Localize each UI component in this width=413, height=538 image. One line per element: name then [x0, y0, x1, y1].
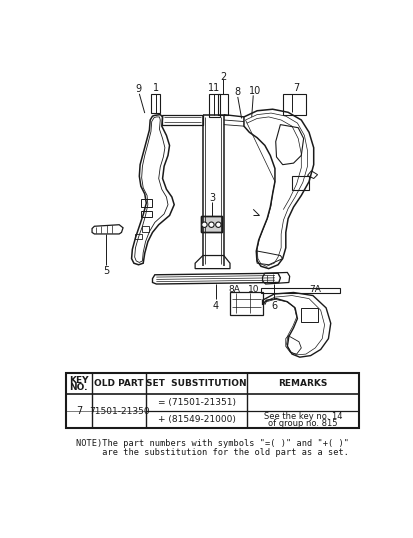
Bar: [301, 308, 318, 322]
Text: NOTE)The part numbers with symbols "=( )" and "+( )": NOTE)The part numbers with symbols "=( )…: [76, 439, 348, 448]
Text: 8A: 8A: [228, 285, 239, 294]
Bar: [217, 94, 228, 115]
Bar: [230, 292, 262, 315]
Text: are the substitution for the old part as a set.: are the substitution for the old part as…: [76, 448, 348, 457]
Bar: [260, 288, 339, 293]
Text: + (81549-21000): + (81549-21000): [157, 415, 235, 424]
Text: 7: 7: [76, 406, 82, 416]
Bar: [140, 211, 151, 217]
Text: 10: 10: [247, 285, 259, 294]
Text: 7: 7: [293, 83, 299, 93]
Text: 3: 3: [209, 193, 215, 203]
Bar: [291, 176, 308, 190]
Text: REMARKS: REMARKS: [278, 379, 327, 388]
Text: = (71501-21351): = (71501-21351): [157, 398, 235, 407]
Text: 8: 8: [234, 87, 240, 97]
Bar: [135, 234, 141, 238]
Text: 9: 9: [135, 84, 141, 94]
Circle shape: [208, 222, 214, 228]
Text: of group no. 815: of group no. 815: [268, 419, 337, 428]
Text: 10: 10: [248, 86, 260, 96]
Text: 2: 2: [219, 72, 225, 82]
Bar: [151, 94, 160, 113]
Text: 71501-21350: 71501-21350: [89, 407, 149, 415]
Bar: [142, 226, 148, 232]
Circle shape: [215, 222, 221, 228]
Text: KEY: KEY: [69, 376, 88, 385]
Text: 6: 6: [271, 301, 277, 310]
Text: 4: 4: [212, 301, 218, 310]
Bar: [140, 199, 151, 207]
Text: 5: 5: [102, 266, 109, 276]
Text: OLD PART: OLD PART: [94, 379, 144, 388]
Text: 7A: 7A: [309, 285, 320, 294]
Bar: [200, 216, 222, 232]
Bar: [209, 94, 219, 117]
Text: 11: 11: [208, 83, 220, 93]
Text: NO.: NO.: [69, 384, 88, 392]
Bar: [282, 94, 305, 115]
Bar: [66, 372, 358, 428]
Text: SET  SUBSTITUTION: SET SUBSTITUTION: [146, 379, 247, 388]
Text: See the key no. 14: See the key no. 14: [263, 412, 341, 421]
Circle shape: [201, 222, 206, 228]
Text: 1: 1: [152, 83, 158, 93]
Bar: [200, 216, 222, 232]
